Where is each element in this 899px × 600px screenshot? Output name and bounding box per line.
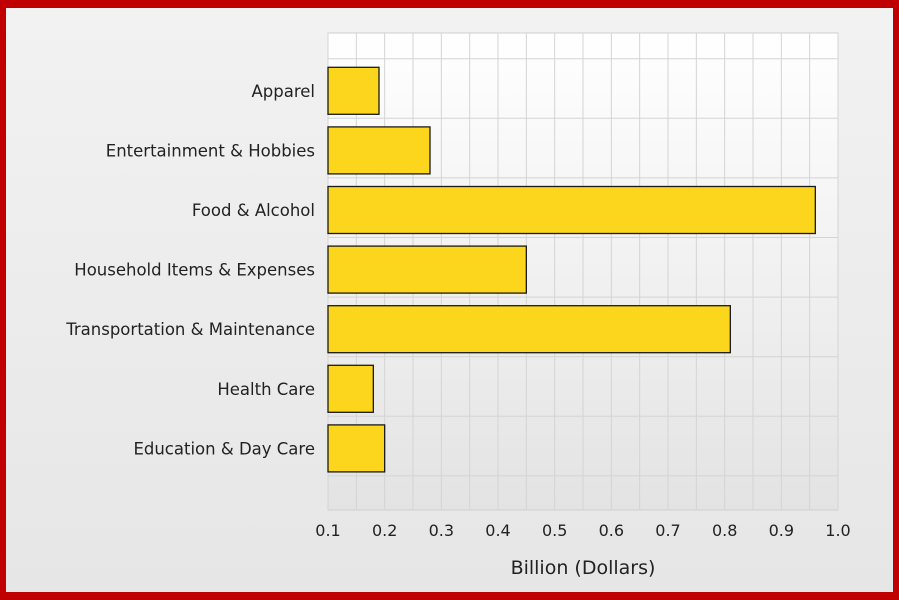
x-tick-labels: 0.1 0.2 0.3 0.4 0.5 0.6 0.7 0.8 0.9 1.0 bbox=[315, 521, 850, 540]
bar bbox=[327, 245, 527, 294]
category-label: Transportation & Maintenance bbox=[65, 320, 315, 339]
category-label: Education & Day Care bbox=[133, 439, 315, 458]
category-label: Household Items & Expenses bbox=[74, 261, 315, 280]
bar bbox=[327, 66, 380, 115]
category-labels: Apparel Entertainment & Hobbies Food & Alc… bbox=[65, 82, 315, 459]
category-label: Entertainment & Hobbies bbox=[106, 141, 315, 160]
bar bbox=[327, 185, 816, 235]
bars bbox=[327, 66, 816, 473]
bar bbox=[327, 424, 386, 473]
x-tick-label: 0.4 bbox=[485, 521, 510, 540]
x-tick-label: 0.6 bbox=[599, 521, 624, 540]
x-tick-label: 0.3 bbox=[429, 521, 454, 540]
category-label: Apparel bbox=[251, 82, 315, 101]
x-axis-title: Billion (Dollars) bbox=[511, 557, 656, 579]
bar bbox=[327, 126, 431, 175]
x-tick-label: 0.1 bbox=[315, 521, 340, 540]
x-tick-label: 1.0 bbox=[825, 521, 850, 540]
x-tick-label: 0.7 bbox=[655, 521, 680, 540]
category-label: Food & Alcohol bbox=[192, 201, 315, 220]
x-tick-label: 0.9 bbox=[769, 521, 794, 540]
bar bbox=[327, 305, 731, 354]
bar bbox=[327, 364, 374, 413]
x-tick-label: 0.8 bbox=[712, 521, 737, 540]
x-tick-label: 0.2 bbox=[372, 521, 397, 540]
x-tick-label: 0.5 bbox=[542, 521, 567, 540]
category-label: Health Care bbox=[217, 380, 315, 399]
